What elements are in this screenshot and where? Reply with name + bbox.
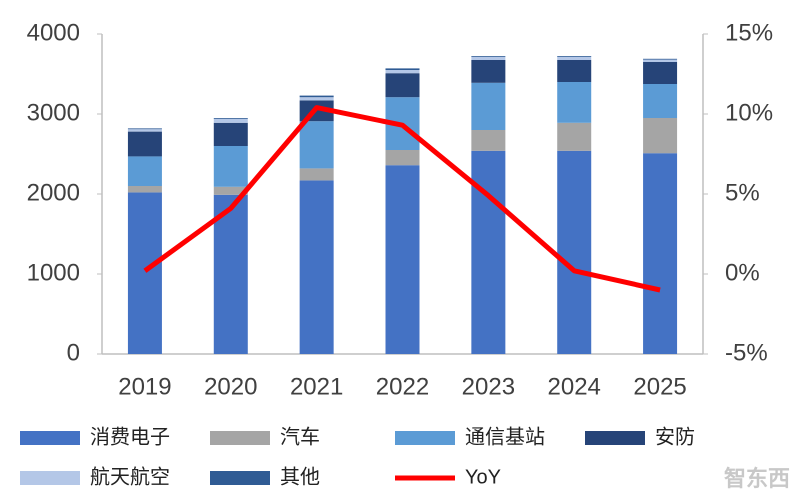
bar-segment [299,95,334,98]
bar-segment [127,156,162,186]
y-tick-label: 2000 [27,179,80,206]
bar-segment [213,146,248,187]
bar-segment [643,59,678,62]
bar-segment [471,82,506,130]
bar-segment [385,70,420,74]
legend-label: 消费电子 [90,425,170,448]
bar-segment [213,118,248,123]
bar-segment [643,84,678,118]
legend-label: YoY [465,466,501,488]
legend-swatch [585,431,645,445]
bar-segment [299,180,334,354]
bar-segment [213,118,248,119]
y-tick-label: 4000 [27,19,80,46]
bar-segment [643,118,678,154]
legend-swatch [20,471,80,485]
bar-segment [557,56,592,57]
y-tick-label: 0 [67,339,80,366]
bar-segment [557,122,592,151]
bar-segment [299,97,334,101]
x-tick-label: 2021 [290,373,343,400]
bar-segment [385,165,420,354]
x-tick-label: 2022 [376,373,429,400]
legend-label: 航天航空 [90,465,170,488]
bar-segment [385,68,420,70]
x-tick-label: 2024 [548,373,601,400]
bar-segment [471,56,506,60]
bar-segment [385,73,420,98]
legend-swatch [20,431,80,445]
x-tick-label: 2019 [118,373,171,400]
y-tick-label: 3000 [27,99,80,126]
legend-label: 通信基站 [465,425,545,448]
bar-segment [643,153,678,354]
y2-tick-label: 15% [725,19,773,46]
legend-label: 其他 [280,465,320,488]
y2-tick-label: 10% [725,99,773,126]
line [143,105,661,293]
bar-segment [557,150,592,354]
bar-segment [213,186,248,195]
bar-segment [471,56,506,57]
watermark: 智东西 [724,466,790,491]
legend-swatch [210,431,270,445]
bar-segment [471,60,506,83]
x-tick-label: 2025 [633,373,686,400]
bar-segment [299,168,334,181]
bar-segment [213,122,248,146]
bar-segment [557,82,592,123]
bar-segment [557,60,592,82]
bar-segment [385,150,420,166]
legend-label: 安防 [655,425,695,448]
bar-segment [299,121,334,169]
bar-segment [557,56,592,60]
bar-segment [213,194,248,354]
legend-swatch [210,471,270,485]
bar-segment [127,186,162,193]
bar-segment [127,192,162,354]
legend-label: 汽车 [280,425,320,448]
y2-tick-label: -5% [725,339,768,366]
y2-tick-label: 5% [725,179,760,206]
bar-segment [643,62,678,84]
x-tick-label: 2020 [204,373,257,400]
y-tick-label: 1000 [27,259,80,286]
bar-segment [127,128,162,130]
legend-swatch [395,431,455,445]
bar-segment [127,131,162,157]
bar-segment [127,129,162,132]
x-tick-label: 2023 [462,373,515,400]
bar-segment [643,58,678,60]
bar-segment [471,130,506,151]
bar-segment [471,150,506,354]
y2-tick-label: 0% [725,259,760,286]
